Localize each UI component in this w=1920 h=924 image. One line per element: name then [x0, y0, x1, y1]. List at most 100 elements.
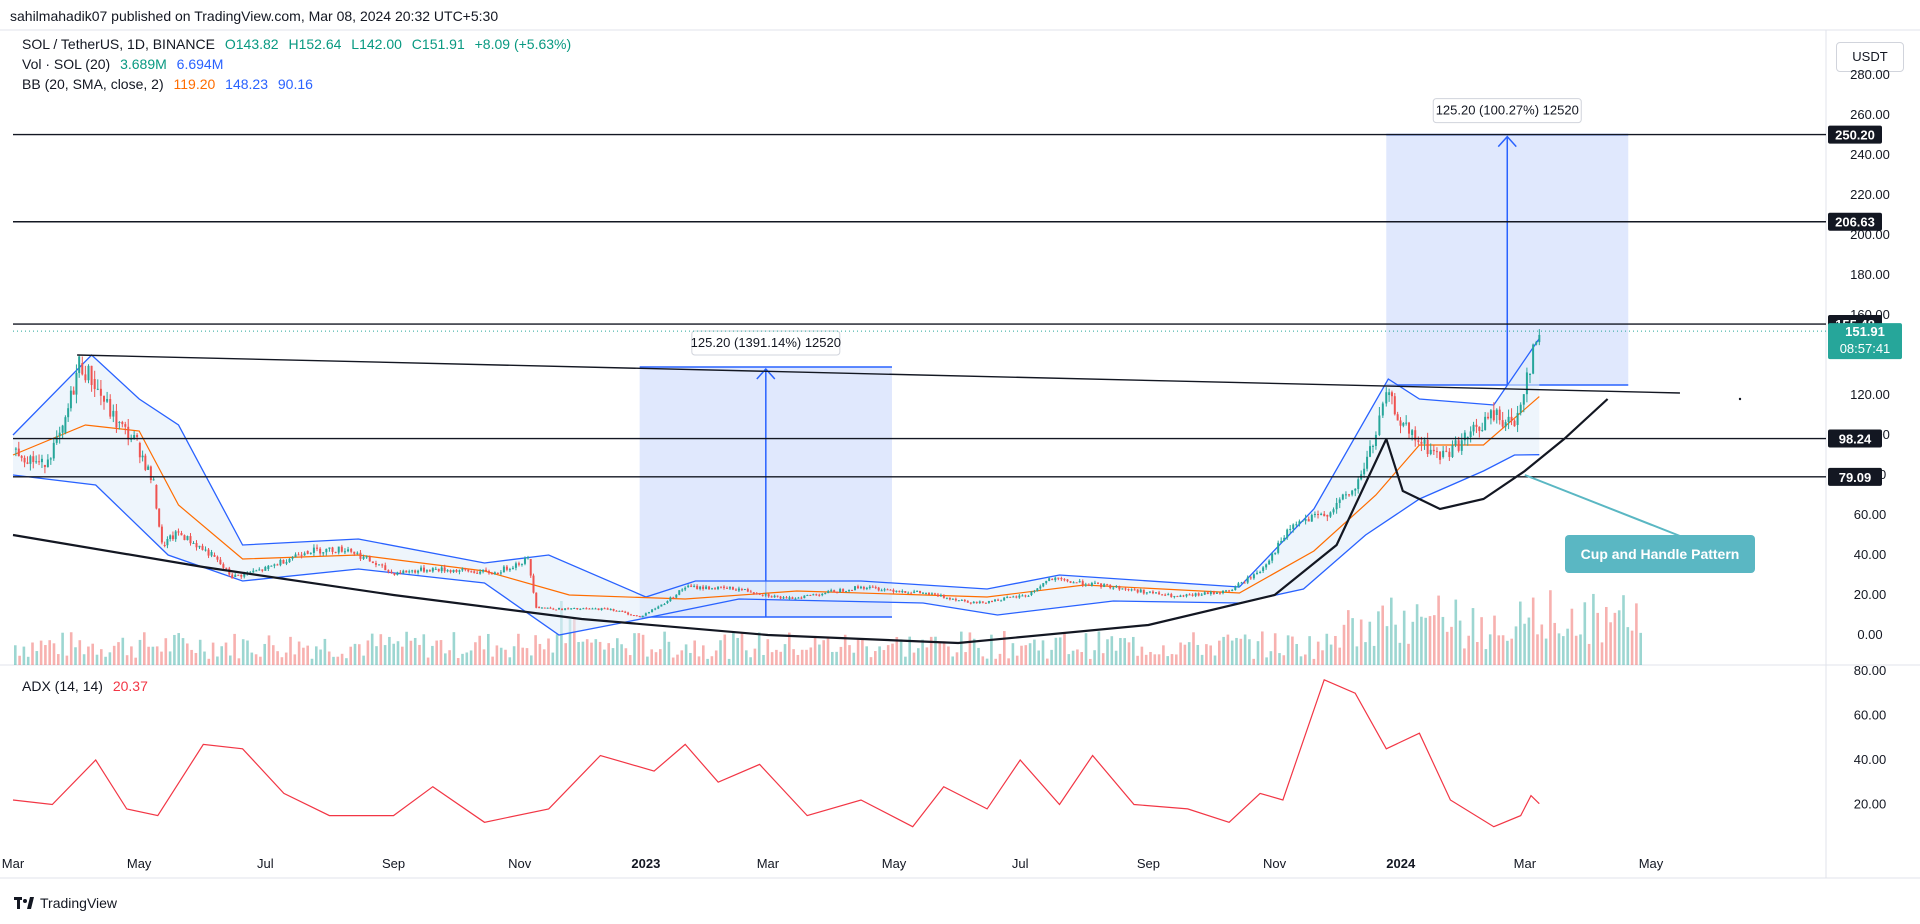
volume-bar	[947, 646, 950, 665]
volume-bar	[370, 633, 374, 665]
volume-bar	[1166, 656, 1169, 665]
candle-body	[496, 573, 499, 574]
volume-bar	[1226, 634, 1230, 665]
candle-body	[17, 448, 20, 457]
candle-body	[1139, 589, 1142, 593]
volume-bar	[422, 634, 426, 665]
volume-bar	[568, 619, 572, 665]
volume-bar	[1605, 606, 1608, 665]
candle-body	[155, 485, 158, 509]
volume-bar	[1334, 635, 1337, 665]
candle-body	[1371, 445, 1374, 447]
volume-bar	[1609, 622, 1612, 665]
candle-body	[237, 574, 240, 576]
candle-body	[833, 590, 836, 593]
volume-bar	[143, 632, 146, 665]
bb-label[interactable]: BB (20, SMA, close, 2)	[22, 76, 164, 92]
measure-arrowhead	[756, 367, 776, 380]
candle-body	[606, 608, 609, 610]
volume-bar	[1269, 651, 1273, 665]
candle-body	[740, 589, 743, 590]
level-label: 206.63	[1835, 215, 1875, 230]
adx-label[interactable]: ADX (14, 14)	[22, 678, 103, 694]
volume-bar	[951, 656, 954, 665]
candle-body	[797, 597, 800, 599]
candles	[14, 329, 1541, 618]
volume-bar	[95, 654, 99, 665]
candle-body	[594, 608, 597, 610]
volume-bar	[413, 637, 417, 665]
volume-label[interactable]: Vol · SOL (20)	[22, 56, 111, 72]
volume-bar	[908, 636, 911, 665]
candle-body	[402, 570, 405, 574]
candle-body	[325, 548, 328, 553]
candle-body	[169, 535, 172, 539]
volume-bar	[1295, 644, 1298, 665]
tradingview-logo[interactable]: TradingView	[14, 895, 117, 911]
candle-body	[75, 372, 78, 395]
candle-body	[1112, 587, 1115, 589]
currency-button[interactable]: USDT	[1836, 42, 1904, 72]
candle-body	[731, 587, 734, 590]
volume-bar	[990, 634, 993, 665]
volume-bar	[921, 639, 924, 665]
volume-bar	[818, 644, 821, 665]
volume-bar	[684, 644, 688, 665]
candle-body	[1295, 524, 1298, 526]
volume-bar	[1037, 650, 1040, 665]
volume-bar	[1381, 605, 1384, 665]
volume-bar	[530, 655, 533, 665]
candle-body	[422, 567, 425, 572]
candle-body	[1414, 430, 1417, 441]
candle-body	[660, 604, 663, 607]
rounded-support-curve	[12, 438, 1388, 645]
candle-body	[546, 607, 549, 609]
volume-bar	[181, 638, 185, 665]
candle-body	[225, 567, 228, 569]
candle-body	[384, 565, 387, 571]
volume-bar	[1540, 624, 1544, 665]
volume-bar	[336, 656, 340, 665]
volume-bar	[637, 633, 641, 665]
candle-body	[61, 425, 64, 433]
candle-body	[892, 589, 895, 592]
candle-body	[1454, 440, 1457, 446]
volume-bar	[874, 651, 877, 665]
candle-body	[1060, 578, 1063, 580]
candle-body	[1374, 434, 1377, 446]
volume-bar	[628, 655, 632, 665]
candle-body	[1323, 513, 1326, 517]
candle-body	[699, 586, 702, 589]
volume-bar	[1123, 638, 1126, 665]
candle-body	[458, 570, 461, 572]
candle-body	[886, 589, 889, 591]
candle-body	[1100, 583, 1103, 588]
volume-bar	[1600, 642, 1604, 665]
volume-bar	[48, 640, 51, 665]
time-tick-label: Sep	[1137, 856, 1160, 871]
candle-body	[1504, 422, 1507, 427]
candle-body	[505, 566, 508, 570]
candle-body	[461, 568, 464, 571]
volume-bar	[650, 649, 653, 665]
volume-bar	[1222, 636, 1225, 665]
volume-bar	[1445, 631, 1449, 665]
candle-body	[1307, 519, 1310, 522]
candle-body	[1402, 423, 1405, 426]
candle-body	[81, 363, 84, 375]
volume-bar	[555, 634, 559, 665]
candle-body	[273, 564, 276, 566]
candle-body	[922, 592, 924, 594]
candle-body	[353, 551, 356, 554]
volume-bar	[1011, 643, 1015, 665]
volume-bar	[465, 652, 469, 665]
symbol-label[interactable]: SOL / TetherUS, 1D, BINANCE	[22, 36, 215, 52]
volume-bar	[1136, 655, 1139, 665]
candle-body	[555, 609, 558, 611]
volume-bar	[646, 656, 649, 665]
candle-body	[693, 585, 696, 587]
candle-body	[1130, 589, 1133, 591]
volume-bar	[388, 636, 391, 665]
candle-body	[615, 610, 618, 612]
